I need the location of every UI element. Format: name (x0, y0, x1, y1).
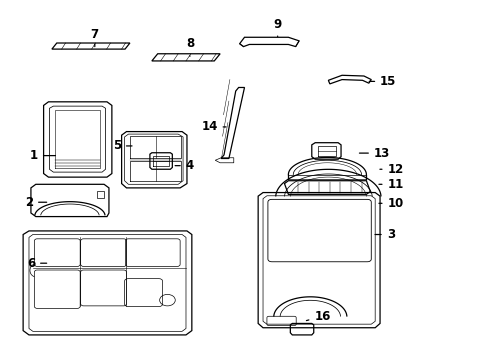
Text: 7: 7 (91, 28, 99, 46)
Text: 6: 6 (27, 257, 46, 270)
Text: 5: 5 (112, 139, 132, 152)
Text: 2: 2 (25, 196, 46, 209)
Text: 15: 15 (368, 75, 396, 88)
Text: 10: 10 (378, 197, 403, 210)
Text: 9: 9 (273, 18, 281, 37)
Text: 13: 13 (359, 147, 389, 159)
Text: 4: 4 (175, 159, 194, 172)
Text: 16: 16 (306, 310, 330, 323)
Text: 14: 14 (201, 121, 225, 134)
Text: 1: 1 (30, 149, 55, 162)
Text: 8: 8 (185, 37, 194, 56)
Text: 3: 3 (374, 228, 394, 241)
Text: 11: 11 (378, 178, 403, 191)
Text: 12: 12 (379, 163, 403, 176)
